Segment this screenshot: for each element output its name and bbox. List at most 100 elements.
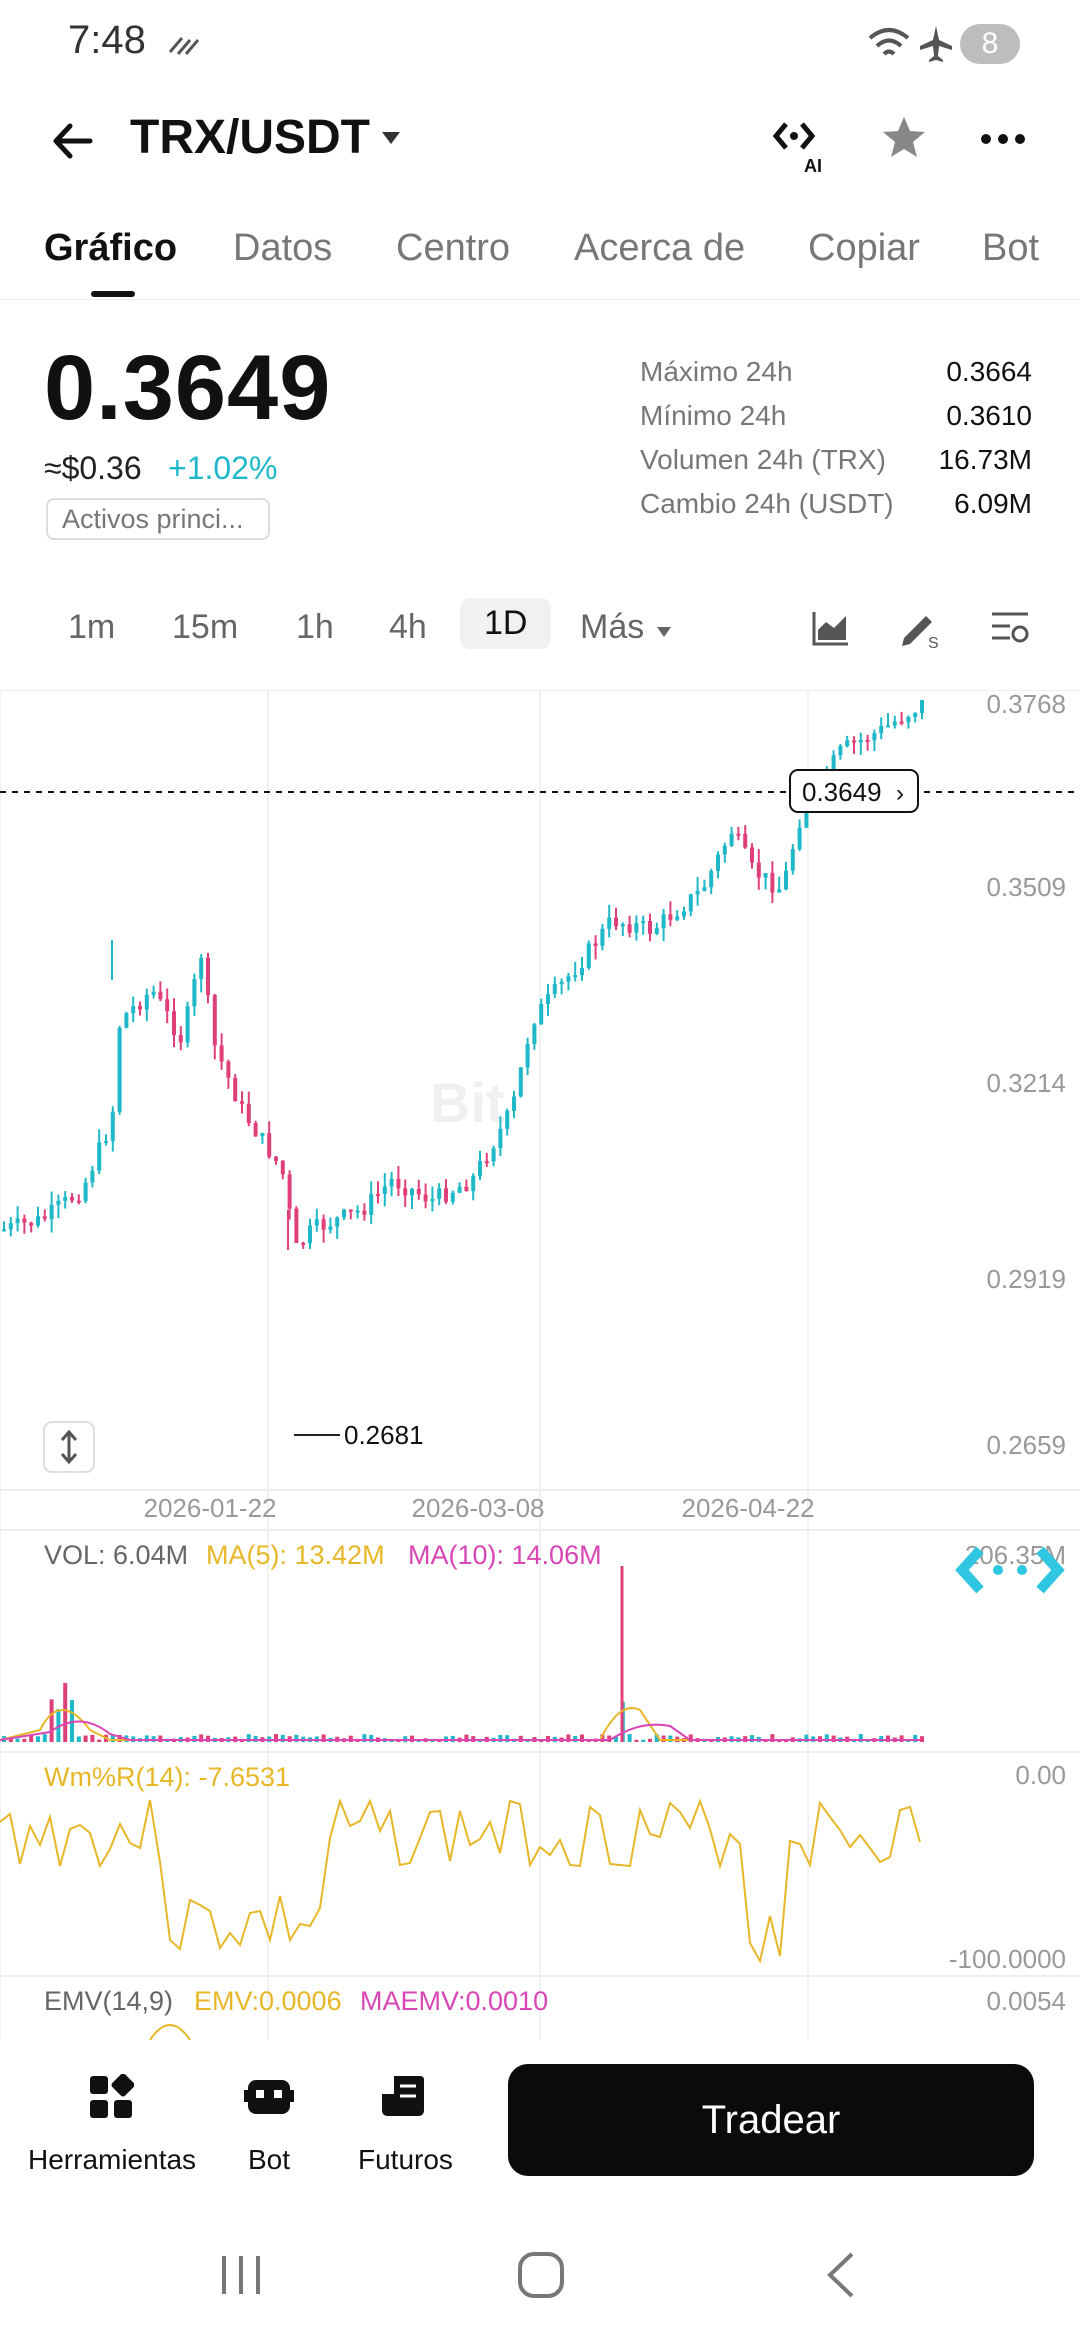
wmr-axis-bottom: -100.0000 — [949, 1944, 1066, 1974]
candle-body — [124, 1013, 129, 1028]
candle-body — [484, 1161, 489, 1164]
last-price-marker[interactable] — [789, 769, 919, 813]
status-bar: 7:48 8 — [0, 0, 1080, 84]
maemv-value: MAEMV:0.0010 — [360, 1986, 548, 2016]
stat-value-high: 0.3664 — [946, 356, 1032, 387]
tab-acerca-de[interactable]: Acerca de — [574, 227, 746, 269]
tab-grafico[interactable]: Gráfico — [44, 227, 178, 269]
price-chart[interactable]: Bit 0.3649 › 0.2681 0.3768 0.3509 0.3214… — [0, 690, 1080, 2040]
ai-icon[interactable]: AI — [772, 116, 834, 176]
candle-body — [151, 991, 156, 995]
volume-bar — [627, 1734, 632, 1742]
candle-body — [253, 1123, 258, 1137]
tools-button[interactable]: Herramientas — [20, 2040, 200, 2210]
candle-body — [2, 1229, 6, 1232]
candle-body — [212, 995, 217, 1046]
trade-button[interactable]: Tradear — [508, 2064, 1034, 2176]
volume-bar — [56, 1709, 61, 1742]
date-tick: 2026-01-22 — [144, 1493, 277, 1523]
volume-bar — [369, 1734, 374, 1742]
volume-bar — [546, 1735, 550, 1742]
pair-title[interactable]: TRX/USDT — [130, 111, 370, 164]
candle-body — [328, 1226, 333, 1230]
volume-bar — [22, 1738, 27, 1742]
interval-4h[interactable]: 4h — [389, 608, 427, 646]
favorite-star-icon[interactable] — [880, 114, 928, 162]
candle-body — [199, 957, 204, 980]
futures-button[interactable]: Futuros — [350, 2040, 460, 2210]
candle-body — [464, 1186, 469, 1192]
interval-1h[interactable]: 1h — [296, 608, 334, 646]
candle-body — [777, 889, 782, 893]
candle-body — [457, 1186, 462, 1193]
tab-datos[interactable]: Datos — [233, 227, 333, 269]
interval-1m[interactable]: 1m — [68, 608, 116, 646]
candle-body — [491, 1148, 496, 1162]
volume-bar — [654, 1734, 659, 1742]
interval-1d[interactable]: 1D — [460, 598, 552, 649]
candle-body — [552, 984, 557, 995]
candle-body — [559, 981, 564, 985]
candle-body — [430, 1198, 435, 1202]
candle-body — [240, 1101, 244, 1104]
volume-bar — [688, 1734, 693, 1742]
price-axis: 0.3768 0.3509 0.3214 0.2919 0.2659 — [986, 690, 1066, 1460]
volume-bar — [634, 1739, 639, 1742]
candle-body — [185, 1006, 190, 1043]
candle-body — [226, 1061, 231, 1078]
candle-body — [280, 1160, 285, 1175]
resize-handle[interactable] — [43, 1421, 95, 1473]
tab-centro[interactable]: Centro — [396, 227, 511, 269]
volume-bar — [348, 1735, 353, 1742]
bot-icon — [244, 2080, 294, 2114]
recent-apps-icon[interactable] — [218, 2252, 264, 2298]
usd-price: ≈$0.36 — [44, 450, 142, 486]
interval-more[interactable]: Más — [580, 608, 645, 646]
vol-label: VOL: 6.04M — [44, 1540, 188, 1570]
tab-bot[interactable]: Bot — [982, 227, 1040, 269]
candle-body — [444, 1188, 448, 1202]
home-icon[interactable] — [516, 2250, 566, 2300]
candle-body — [314, 1219, 319, 1226]
pair-dropdown-icon[interactable] — [380, 130, 402, 146]
volume-bar — [49, 1699, 54, 1742]
volume-bar — [274, 1734, 278, 1742]
back-nav-icon[interactable] — [822, 2250, 862, 2300]
candle-body — [22, 1218, 27, 1223]
price-change: +1.02% — [168, 450, 278, 486]
volume-bar — [614, 1736, 618, 1742]
volume-bar — [15, 1738, 20, 1742]
asset-tag[interactable]: Activos princi... — [46, 498, 270, 540]
drawing-tool-icon[interactable]: S — [898, 606, 942, 650]
back-arrow-icon[interactable] — [48, 116, 98, 166]
candle-body — [246, 1103, 251, 1124]
stat-label-turnover: Cambio 24h (USDT) — [640, 488, 894, 519]
candle-body — [131, 1006, 136, 1014]
candle-body — [892, 721, 897, 726]
indicator-settings-icon[interactable] — [988, 608, 1032, 648]
nav-arrows-icon[interactable] — [955, 1546, 1065, 1594]
candle-body — [518, 1067, 523, 1097]
wmr-line — [0, 1797, 921, 1964]
candle-body — [192, 979, 197, 1007]
tab-copiar[interactable]: Copiar — [808, 227, 920, 269]
volume-bar — [641, 1739, 646, 1742]
candle-body — [321, 1219, 326, 1230]
candle-body — [600, 928, 605, 946]
volume-bar — [36, 1736, 40, 1742]
volume-bar — [97, 1739, 102, 1742]
volume-bar — [90, 1734, 95, 1742]
candle-body — [274, 1156, 278, 1161]
chart-type-icon[interactable] — [810, 608, 850, 648]
more-dropdown-icon[interactable] — [656, 626, 672, 638]
interval-15m[interactable]: 15m — [172, 608, 239, 646]
candle-body — [845, 740, 850, 746]
candle-body — [512, 1096, 516, 1111]
candle-body — [478, 1161, 482, 1176]
emv-axis-top: 0.0054 — [986, 1986, 1066, 2016]
bot-button[interactable]: Bot — [230, 2040, 310, 2210]
candle-body — [668, 914, 673, 920]
candle-body — [661, 914, 666, 929]
candle-body — [178, 1035, 183, 1043]
more-icon[interactable] — [980, 132, 1026, 146]
